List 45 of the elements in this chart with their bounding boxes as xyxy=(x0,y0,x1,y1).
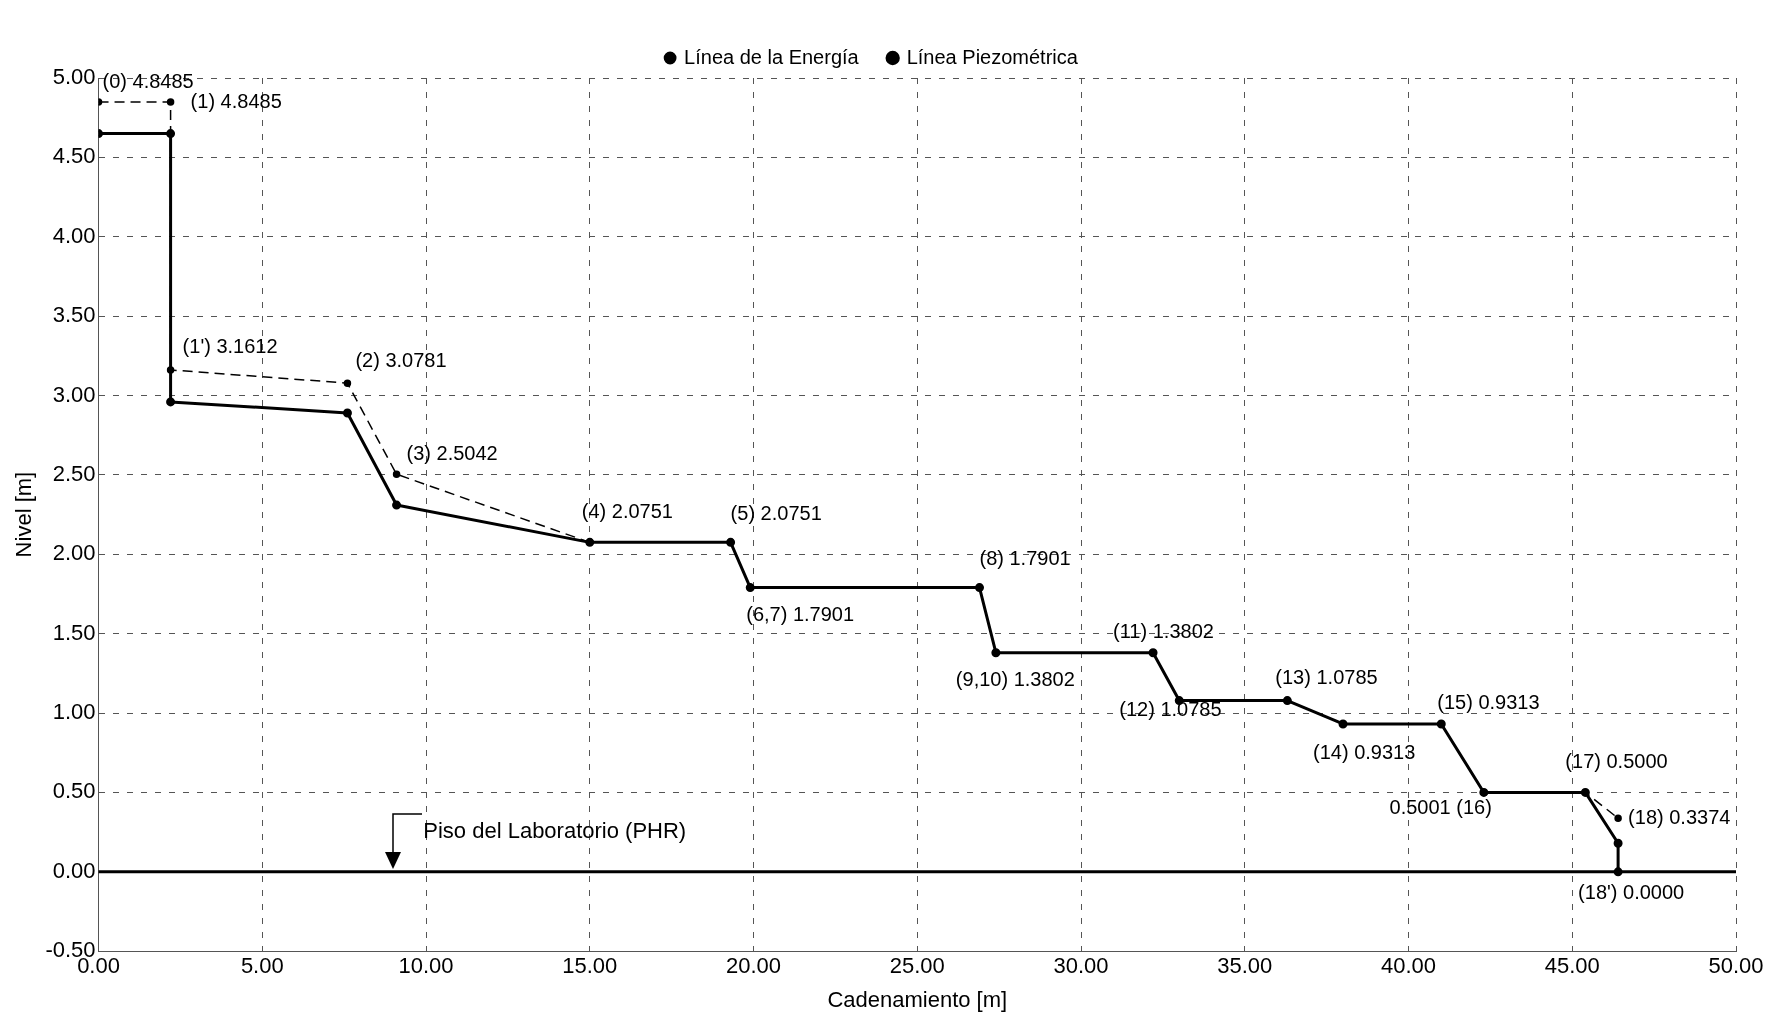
annotation: (11) 1.3802 xyxy=(1113,620,1214,643)
annotation: (4) 2.0751 xyxy=(581,499,673,522)
x-tick-label: 50.00 xyxy=(1708,953,1764,979)
legend-label: Línea Piezométrica xyxy=(906,45,1079,68)
x-tick-label: 45.00 xyxy=(1544,953,1600,979)
y-axis-title: Nivel [m] xyxy=(11,471,37,558)
annotation: (0) 4.8485 xyxy=(102,69,194,92)
y-tick-label: 5.00 xyxy=(52,64,96,90)
x-axis-title: Cadenamiento [m] xyxy=(827,986,1008,1012)
x-tick-label: 40.00 xyxy=(1380,953,1437,979)
annotation: (8) 1.7901 xyxy=(979,547,1071,570)
annotation: (5) 2.0751 xyxy=(730,501,822,524)
annotation: 0.5001 (16) xyxy=(1389,795,1492,818)
y-tick-label: 0.50 xyxy=(52,778,96,804)
annotation: (18) 0.3374 xyxy=(1628,805,1731,828)
annotation: (13) 1.0785 xyxy=(1275,666,1378,689)
y-tick-label: 4.50 xyxy=(52,143,96,169)
y-tick-label: 1.50 xyxy=(52,619,96,645)
y-tick-label: 1.00 xyxy=(52,699,96,725)
x-tick-label: 10.00 xyxy=(398,953,454,979)
annotation: (3) 2.5042 xyxy=(406,441,498,464)
x-tick-label: 35.00 xyxy=(1217,953,1273,979)
x-tick-label: 15.00 xyxy=(562,953,618,979)
y-tick-label: 4.00 xyxy=(52,222,96,248)
annotation: (14) 0.9313 xyxy=(1313,741,1416,764)
x-tick-label: 20.00 xyxy=(726,953,782,979)
annotation: (1) 4.8485 xyxy=(190,89,282,112)
legend-label: Piso del Laboratorio (PHR) xyxy=(423,817,687,843)
y-tick-label: 2.00 xyxy=(52,540,96,566)
x-tick-label: 5.00 xyxy=(240,953,284,979)
x-tick-label: 25.00 xyxy=(889,953,945,979)
y-tick-label: 3.00 xyxy=(52,381,96,407)
y-tick-label: 0.00 xyxy=(52,857,96,883)
x-tick-label: 30.00 xyxy=(1053,953,1109,979)
annotation: (6,7) 1.7901 xyxy=(746,603,855,626)
y-tick-label: 2.50 xyxy=(52,460,96,486)
annotation: (2) 3.0781 xyxy=(355,348,447,371)
annotation: (9,10) 1.3802 xyxy=(955,668,1075,691)
legend-label: Línea de la Energía xyxy=(684,45,860,68)
annotation: (18') 0.0000 xyxy=(1578,881,1685,904)
annotation: (1') 3.1612 xyxy=(182,335,278,358)
annotation: (15) 0.9313 xyxy=(1437,691,1540,714)
y-tick-label: 3.50 xyxy=(52,302,96,328)
annotation: (12) 1.0785 xyxy=(1119,698,1222,721)
annotation: (17) 0.5000 xyxy=(1565,749,1668,772)
